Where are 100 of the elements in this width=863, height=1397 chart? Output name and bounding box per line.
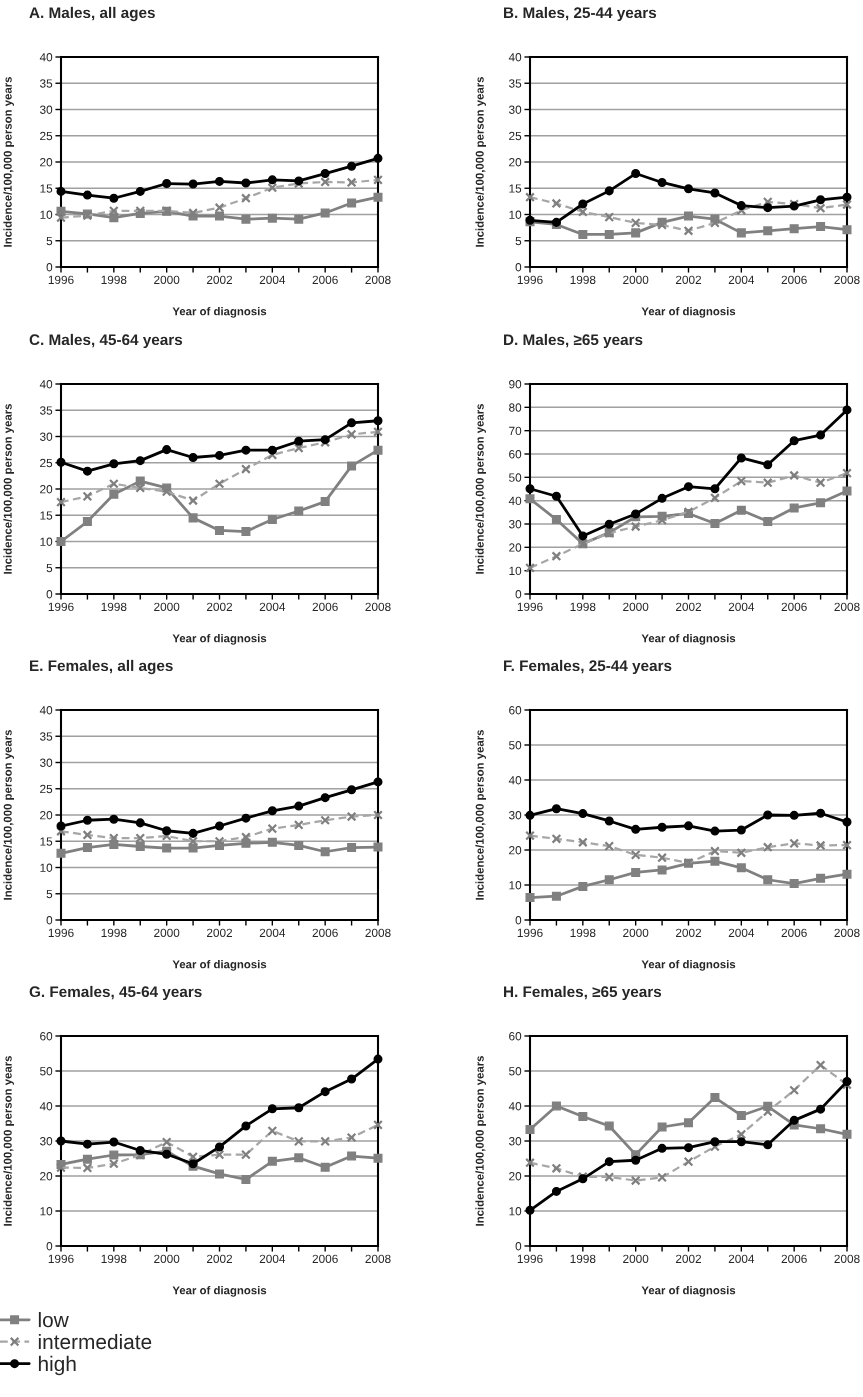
chart-title: G. Females, 45-64 years bbox=[29, 985, 202, 1001]
x-tick-label: 2008 bbox=[365, 928, 391, 937]
x-tick-label: 2002 bbox=[675, 1254, 702, 1263]
y-tick-label: 20 bbox=[40, 158, 53, 167]
y-tick-label: 5 bbox=[515, 236, 522, 246]
y-tick-label: 10 bbox=[40, 863, 53, 872]
y-tick-label: 50 bbox=[40, 1067, 53, 1076]
x-tick-label: 2006 bbox=[312, 602, 338, 611]
x-tick-label: 2000 bbox=[623, 275, 649, 284]
x-tick-label: 2006 bbox=[781, 275, 807, 284]
x-tick-label: 1996 bbox=[517, 275, 543, 284]
x-tick-label: 1998 bbox=[570, 275, 596, 284]
x-tick-label: 1996 bbox=[517, 1254, 543, 1263]
chart-title: H. Females, ≥65 years bbox=[504, 985, 662, 1001]
x-tick-label: 2008 bbox=[834, 928, 860, 937]
y-tick-label: 60 bbox=[40, 1032, 53, 1041]
x-tick-label: 2002 bbox=[675, 602, 702, 611]
y-tick-label: 30 bbox=[39, 1137, 53, 1146]
y-tick-label: 0 bbox=[515, 916, 522, 925]
x-tick-label: 2002 bbox=[675, 928, 702, 937]
x-tick-label: 1998 bbox=[101, 928, 127, 937]
y-tick-label: 40 bbox=[508, 776, 522, 785]
y-tick-label: 15 bbox=[40, 837, 53, 846]
x-tick-label: 2006 bbox=[312, 1254, 338, 1263]
y-tick-label: 10 bbox=[40, 537, 53, 546]
chart-title: A. Males, all ages bbox=[29, 6, 155, 22]
x-tick-label: 2008 bbox=[834, 602, 860, 611]
x-axis-title: Year of diagnosis bbox=[641, 634, 736, 645]
y-tick-label: 25 bbox=[40, 458, 53, 468]
x-tick-label: 1998 bbox=[570, 1254, 596, 1263]
y-tick-label: 25 bbox=[40, 784, 53, 794]
x-tick-label: 1996 bbox=[48, 275, 74, 284]
y-tick-label: 10 bbox=[509, 881, 522, 890]
y-axis-title: Incidence/100,000 person years bbox=[3, 729, 14, 900]
y-tick-label: 0 bbox=[515, 1242, 522, 1251]
y-tick-label: 40 bbox=[508, 1102, 522, 1111]
x-tick-label: 1998 bbox=[101, 1254, 127, 1263]
x-tick-label: 2008 bbox=[365, 1254, 391, 1263]
y-tick-label: 40 bbox=[39, 1102, 53, 1111]
y-tick-label: 20 bbox=[40, 811, 53, 820]
y-tick-label: 35 bbox=[508, 79, 522, 88]
x-tick-label: 1996 bbox=[517, 602, 543, 611]
y-tick-label: 5 bbox=[46, 563, 53, 573]
y-axis-title: Incidence/100,000 person years bbox=[475, 403, 486, 574]
y-tick-label: 25 bbox=[509, 131, 522, 141]
x-tick-label: 2004 bbox=[259, 602, 286, 611]
y-axis-title: Incidence/100,000 person years bbox=[475, 1055, 486, 1226]
y-tick-label: 0 bbox=[46, 590, 53, 599]
y-tick-label: 35 bbox=[39, 79, 53, 88]
x-tick-label: 2000 bbox=[154, 928, 180, 937]
y-tick-label: 35 bbox=[39, 406, 53, 415]
x-tick-label: 2004 bbox=[259, 1254, 286, 1263]
x-tick-label: 1998 bbox=[101, 602, 127, 611]
y-tick-label: 80 bbox=[509, 403, 522, 412]
x-tick-label: 2002 bbox=[206, 1254, 233, 1263]
y-tick-label: 10 bbox=[509, 210, 522, 219]
y-tick-label: 40 bbox=[39, 706, 53, 715]
x-tick-label: 2000 bbox=[623, 602, 649, 611]
y-tick-label: 40 bbox=[508, 496, 522, 506]
y-tick-label: 15 bbox=[40, 511, 53, 520]
y-tick-label: 30 bbox=[508, 105, 522, 114]
y-tick-label: 90 bbox=[509, 380, 522, 389]
x-tick-label: 1998 bbox=[570, 928, 596, 937]
y-tick-label: 10 bbox=[509, 566, 522, 576]
y-axis-title: Incidence/100,000 person years bbox=[475, 76, 486, 247]
y-tick-label: 30 bbox=[508, 811, 522, 820]
y-tick-label: 50 bbox=[509, 741, 522, 750]
x-tick-label: 2004 bbox=[728, 275, 755, 284]
y-tick-label: 20 bbox=[40, 485, 53, 494]
chart-title: E. Females, all ages bbox=[30, 659, 173, 675]
x-tick-label: 2000 bbox=[623, 928, 649, 937]
y-tick-label: 0 bbox=[46, 1242, 53, 1251]
x-tick-label: 2004 bbox=[259, 275, 286, 284]
x-axis-title: Year of diagnosis bbox=[641, 960, 736, 971]
y-tick-label: 30 bbox=[39, 758, 53, 767]
x-tick-label: 2006 bbox=[781, 1254, 807, 1263]
chart-title: D. Males, ≥65 years bbox=[504, 333, 643, 349]
x-axis-title: Year of diagnosis bbox=[172, 960, 267, 971]
y-axis-title: Incidence/100,000 person years bbox=[475, 729, 486, 900]
y-tick-label: 20 bbox=[509, 1172, 522, 1181]
y-tick-label: 0 bbox=[46, 263, 53, 272]
x-tick-label: 2000 bbox=[623, 1254, 649, 1263]
y-tick-label: 5 bbox=[46, 236, 53, 246]
x-tick-label: 2004 bbox=[728, 1254, 755, 1263]
y-tick-label: 15 bbox=[40, 184, 53, 193]
x-tick-label: 1996 bbox=[48, 602, 74, 611]
y-tick-label: 30 bbox=[508, 1137, 522, 1146]
x-tick-label: 2002 bbox=[206, 928, 233, 937]
x-tick-label: 2008 bbox=[365, 602, 391, 611]
y-tick-label: 30 bbox=[508, 520, 522, 529]
y-tick-label: 20 bbox=[509, 543, 522, 552]
y-tick-label: 30 bbox=[39, 432, 53, 441]
x-tick-label: 1996 bbox=[48, 928, 74, 937]
y-tick-label: 10 bbox=[40, 210, 53, 219]
x-tick-label: 2000 bbox=[154, 1254, 180, 1263]
legend-label: low bbox=[38, 1312, 69, 1328]
y-tick-label: 70 bbox=[509, 426, 522, 436]
x-tick-label: 2002 bbox=[675, 275, 702, 284]
x-tick-label: 2004 bbox=[728, 602, 755, 611]
x-tick-label: 2000 bbox=[154, 602, 180, 611]
